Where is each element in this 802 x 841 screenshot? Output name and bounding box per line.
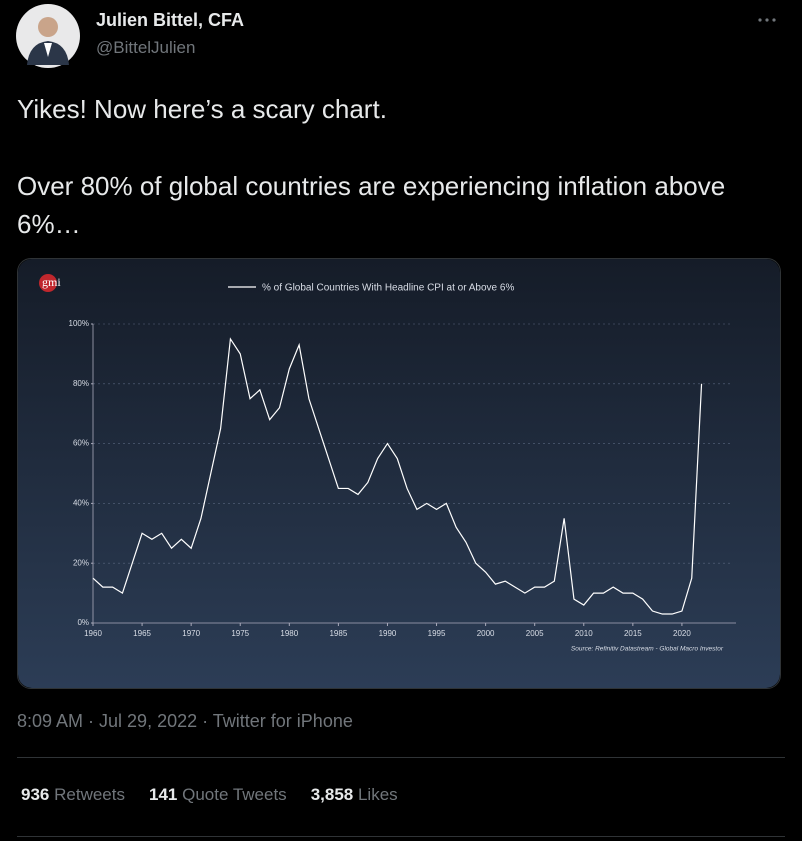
y-tick-label: 0%: [77, 618, 89, 627]
tweet-text: Over 80% of global countries are experie…: [17, 171, 726, 239]
stats: 936 Retweets 141 Quote Tweets 3,858 Likes: [21, 785, 422, 805]
y-tick-label: 20%: [73, 558, 89, 567]
more-menu[interactable]: [755, 14, 779, 26]
stat-label[interactable]: Retweets: [54, 785, 125, 804]
x-tick-label: 1990: [379, 629, 397, 638]
x-tick-label: 2010: [575, 629, 593, 638]
y-tick-label: 80%: [73, 379, 89, 388]
x-tick-label: 1960: [84, 629, 102, 638]
data-line: [92, 337, 703, 615]
stat-label[interactable]: Likes: [357, 785, 398, 804]
stat-count[interactable]: 141: [148, 785, 178, 804]
x-tick-label: 1975: [231, 629, 249, 638]
stat-count[interactable]: 3,858: [310, 785, 354, 804]
divider: [17, 836, 785, 837]
timestamp[interactable]: 8:09 AM · Jul 29, 2022 · Twitter for iPh…: [17, 711, 353, 731]
y-tick-label: 100%: [69, 319, 89, 328]
x-tick-label: 1965: [133, 629, 151, 638]
x-tick-label: 1970: [182, 629, 200, 638]
author-name[interactable]: Julien Bittel, CFA: [96, 10, 245, 30]
stat-label[interactable]: Quote Tweets: [182, 785, 287, 804]
x-tick-label: 2005: [526, 629, 544, 638]
avatar[interactable]: [15, 3, 81, 69]
tweet-text: Yikes! Now here’s a scary chart.: [17, 94, 387, 124]
divider: [17, 757, 785, 758]
chart[interactable]: gmi 0% 20% 40% 60% 80% 100% 1960 1965 1970 1975 19…: [17, 258, 781, 689]
y-tick-label: 60%: [73, 439, 89, 448]
x-tick-label: 1995: [428, 629, 446, 638]
y-tick-label: 40%: [73, 499, 89, 508]
legend-label: % of Global Countries With Headline CPI …: [262, 283, 514, 294]
author-handle[interactable]: @BittelJulien: [96, 38, 196, 57]
x-tick-label: 1980: [280, 629, 298, 638]
x-tick-label: 2000: [477, 629, 495, 638]
stat-count[interactable]: 936: [21, 785, 50, 804]
x-tick-label: 2015: [624, 629, 642, 638]
x-tick-label: 1985: [329, 629, 347, 638]
logo: gmi: [42, 275, 61, 289]
source: Source: Refinitiv Datastream - Global Ma…: [571, 646, 724, 653]
x-tick-label: 2020: [673, 629, 691, 638]
